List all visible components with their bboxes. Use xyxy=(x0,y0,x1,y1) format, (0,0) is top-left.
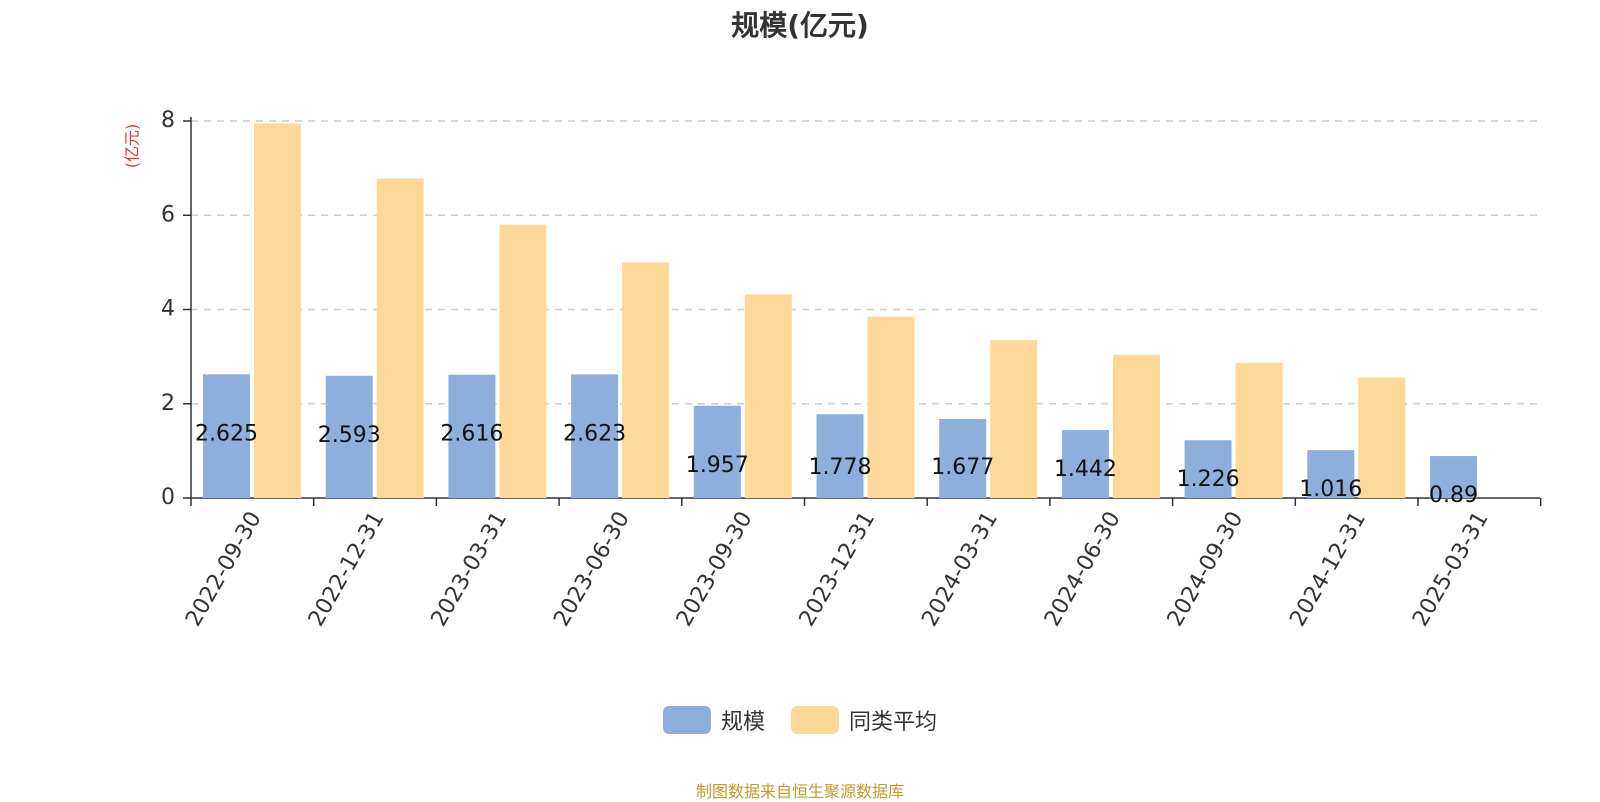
y-tick-label: 0 xyxy=(161,485,175,510)
x-tick-label: 2022-09-30 xyxy=(181,508,267,631)
peer-average-bar xyxy=(1112,354,1160,498)
data-label: 1.016 xyxy=(1299,477,1362,502)
x-tick-label: 2022-12-31 xyxy=(304,508,390,631)
scale-bar xyxy=(1184,440,1232,498)
legend: 规模 同类平均 xyxy=(0,704,1600,736)
data-label: 1.957 xyxy=(686,453,749,478)
data-label: 0.89 xyxy=(1429,483,1478,508)
data-label: 1.442 xyxy=(1054,457,1117,482)
x-tick-label: 2024-03-31 xyxy=(917,508,1003,631)
x-tick-label: 2023-06-30 xyxy=(549,508,635,631)
scale-bar xyxy=(203,374,250,498)
legend-label-peer-average: 同类平均 xyxy=(849,710,938,735)
data-label: 1.778 xyxy=(809,455,872,480)
peer-average-bar xyxy=(622,262,670,498)
scale-bar xyxy=(448,374,496,498)
peer-average-bar xyxy=(1235,362,1283,498)
data-label: 2.625 xyxy=(195,421,258,446)
y-tick-label: 8 xyxy=(161,108,175,133)
y-tick-label: 2 xyxy=(161,391,175,416)
x-tick-label: 2024-06-30 xyxy=(1040,508,1126,631)
x-tick-label: 2023-03-31 xyxy=(427,508,513,631)
legend-item-peer-average[interactable]: 同类平均 xyxy=(791,704,937,736)
x-tick-label: 2023-09-30 xyxy=(672,508,758,631)
data-label: 1.677 xyxy=(931,455,994,480)
scale-bar xyxy=(325,375,373,498)
peer-average-bar xyxy=(376,178,424,498)
x-tick-label: 2025-03-31 xyxy=(1408,508,1494,631)
scale-bar xyxy=(1430,456,1477,498)
y-tick-label: 4 xyxy=(161,297,175,322)
legend-label-scale: 规模 xyxy=(720,710,765,735)
peer-average-bar xyxy=(1358,377,1406,498)
data-label: 2.623 xyxy=(563,421,626,446)
data-label: 2.593 xyxy=(318,423,381,448)
peer-average-bar xyxy=(990,340,1038,498)
legend-item-scale[interactable]: 规模 xyxy=(662,704,765,736)
chart-title: 规模(亿元) xyxy=(731,9,869,42)
peer-average-bar xyxy=(867,316,915,498)
peer-average-bar xyxy=(744,294,792,498)
scale-bar xyxy=(571,374,619,498)
peer-average-bar xyxy=(499,224,547,499)
x-tick-label: 2024-09-30 xyxy=(1163,508,1249,631)
y-tick-label: 6 xyxy=(161,202,175,227)
scale-bar xyxy=(693,405,741,498)
scale-bar xyxy=(939,418,987,498)
data-label: 1.226 xyxy=(1177,467,1240,492)
data-label: 2.616 xyxy=(440,422,503,447)
scale-bar xyxy=(1307,450,1355,498)
peer-average-bar xyxy=(254,123,301,498)
x-tick-label: 2024-12-31 xyxy=(1285,508,1371,631)
x-tick-label: 2023-12-31 xyxy=(795,508,881,631)
source-note: 制图数据来自恒生聚源数据库 xyxy=(695,782,904,801)
scale-bar xyxy=(1061,430,1109,498)
legend-swatch-scale xyxy=(662,706,711,734)
legend-swatch-peer-average xyxy=(791,706,839,734)
scale-bar xyxy=(816,414,864,498)
y-axis-label: (亿元) xyxy=(123,124,142,169)
